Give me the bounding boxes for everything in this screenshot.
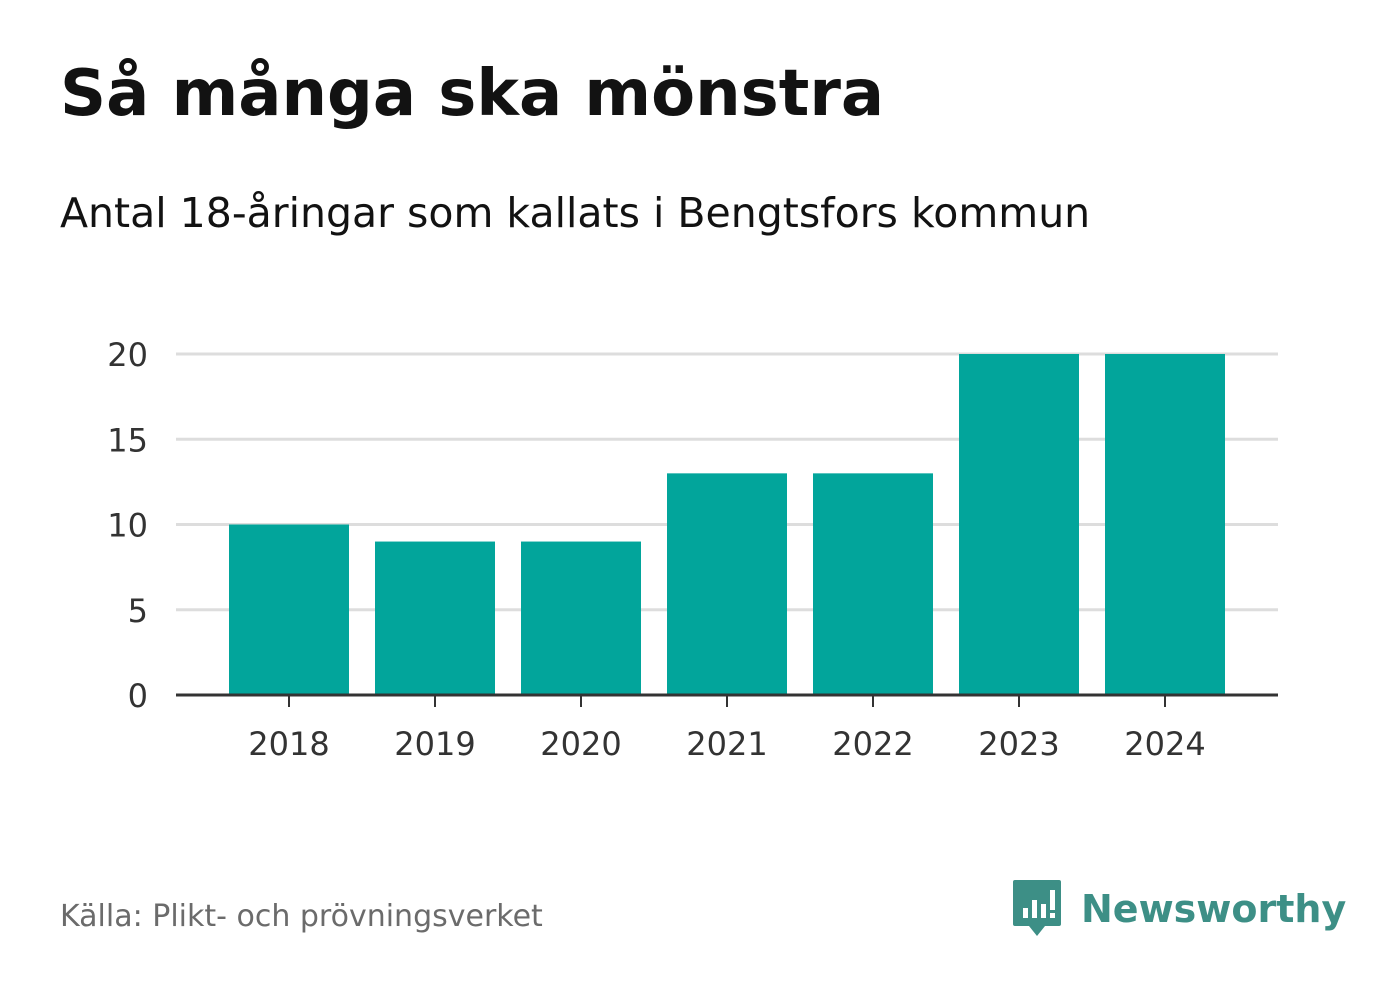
brand-name: Newsworthy xyxy=(1081,887,1347,931)
bars xyxy=(229,354,1225,695)
bar-2019 xyxy=(375,541,495,695)
bar-2023 xyxy=(959,354,1079,695)
bar-2020 xyxy=(521,541,641,695)
bar-2018 xyxy=(229,524,349,695)
x-axis: 2018 2019 2020 2021 2022 2023 2024 xyxy=(176,693,1278,763)
y-tick-label: 20 xyxy=(107,336,148,374)
bar-2021 xyxy=(667,473,787,695)
bar-chart: 0 5 10 15 20 2018 2019 2020 2021 2022 2023 2024 xyxy=(107,336,1278,763)
x-tick-label: 2020 xyxy=(540,725,621,763)
y-tick-label: 10 xyxy=(107,507,148,545)
chart-title: Så många ska mönstra xyxy=(60,57,885,131)
newsworthy-logo-icon xyxy=(1013,880,1061,936)
x-tick-label: 2018 xyxy=(248,725,329,763)
x-tick-label: 2024 xyxy=(1124,725,1205,763)
chart-subtitle: Antal 18-åringar som kallats i Bengtsfor… xyxy=(60,189,1091,237)
x-tick-label: 2021 xyxy=(686,725,767,763)
source-note: Källa: Plikt- och prövningsverket xyxy=(60,899,543,934)
x-tick-label: 2023 xyxy=(978,725,1059,763)
bar-2024 xyxy=(1105,354,1225,695)
y-axis-ticks: 0 5 10 15 20 xyxy=(107,336,148,715)
x-tick-label: 2019 xyxy=(394,725,475,763)
bar-2022 xyxy=(813,473,933,695)
brand-logo: Newsworthy xyxy=(1011,878,1346,940)
y-tick-label: 15 xyxy=(107,421,148,459)
y-tick-label: 0 xyxy=(128,677,148,715)
x-tick-label: 2022 xyxy=(832,725,913,763)
y-tick-label: 5 xyxy=(128,592,148,630)
